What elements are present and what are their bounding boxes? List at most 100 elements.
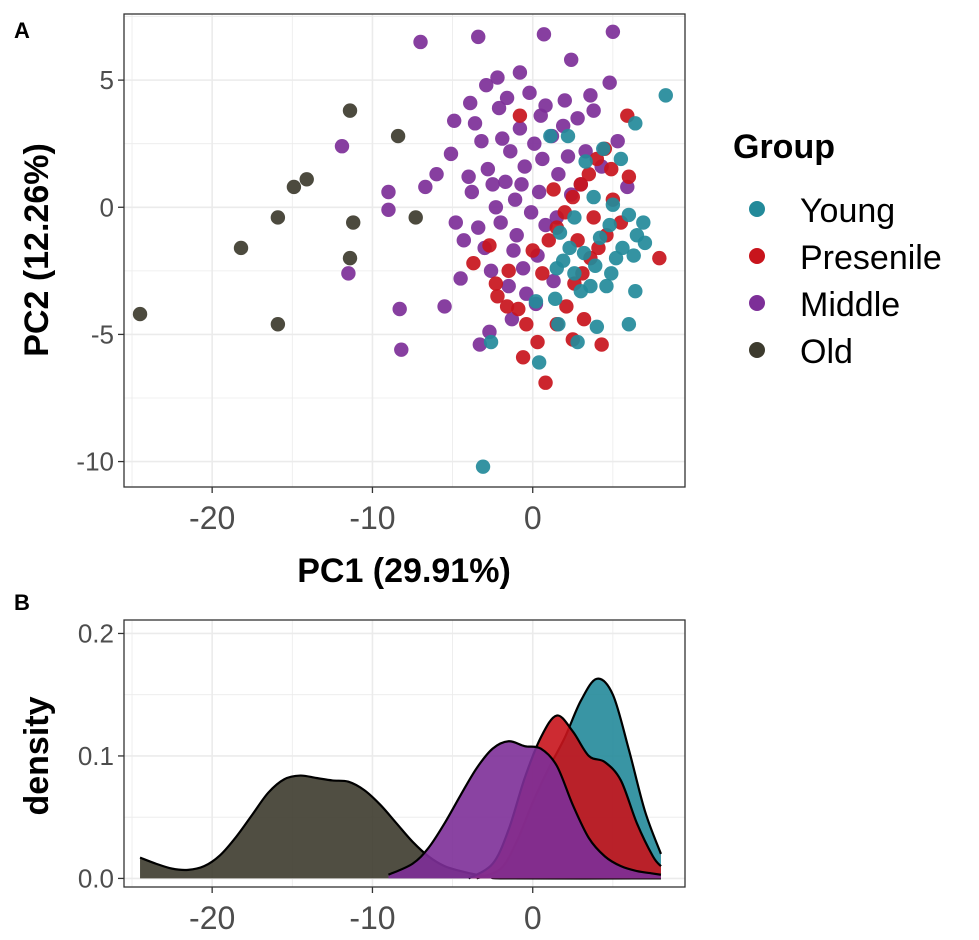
plot-b-ticks: -20 -10 0 0.0 0.1 0.2 (78, 618, 542, 936)
scatter-point-old (299, 172, 314, 187)
scatter-point-middle (538, 217, 553, 233)
scatter-point-middle (490, 70, 505, 85)
scatter-point-old (286, 179, 302, 195)
plot-b-border (123, 619, 686, 888)
scatter-point-middle (479, 78, 494, 93)
scatter-point-young (531, 355, 547, 370)
scatter-point-middle (519, 286, 534, 301)
scatter-point-middle (517, 159, 532, 174)
scatter-point-middle (535, 151, 550, 167)
scatter-point-middle (471, 220, 486, 235)
scatter-point-young (586, 189, 601, 205)
scatter-point-middle (471, 29, 486, 45)
y-tick-label: 0 (100, 192, 114, 222)
x-tick-label: -10 (349, 500, 395, 536)
scatter-point-presenile (581, 167, 597, 182)
scatter-point-young (583, 278, 598, 294)
y-axis-title-b: density (18, 696, 56, 815)
scatter-point-presenile (573, 177, 589, 192)
scatter-point-presenile (466, 256, 481, 271)
scatter-point-presenile (499, 299, 515, 314)
scatter-point-old (270, 210, 286, 225)
x-tick-label: -20 (189, 900, 235, 936)
scatter-point-middle (448, 215, 463, 230)
plot-a-ticks: -20 -10 0 -10 -5 0 5 (76, 65, 541, 536)
panel-a-tag: A (14, 18, 30, 43)
scatter-point-presenile (604, 161, 619, 177)
scatter-point-presenile (488, 276, 504, 291)
scatter-point-old (346, 215, 361, 230)
scatter-point-middle (453, 271, 468, 286)
scatter-point-young (560, 128, 576, 144)
scatter-point-young (629, 228, 645, 243)
scatter-point-middle (392, 301, 407, 317)
scatter-point-presenile (511, 301, 526, 317)
scatter-point-young (528, 294, 544, 309)
scatter-point-presenile (515, 350, 531, 365)
scatter-point-young (475, 459, 491, 474)
scatter-point-presenile (541, 233, 556, 248)
scatter-point-presenile (586, 210, 601, 225)
scatter-point-middle (381, 184, 396, 200)
scatter-point-old (342, 103, 358, 118)
scatter-point-presenile (490, 289, 505, 304)
scatter-point-young (658, 88, 673, 103)
scatter-point-young (592, 230, 608, 245)
x-tick-label: 0 (524, 500, 542, 536)
scatter-point-middle (570, 111, 585, 126)
scatter-point-middle (498, 174, 513, 190)
scatter-point-middle (509, 228, 524, 243)
scatter-point-middle (501, 278, 516, 294)
scatter-point-middle (485, 177, 500, 192)
density-plot: -20 -10 0 0.0 0.1 0.2 (78, 618, 686, 936)
scatter-point-young (578, 154, 593, 169)
scatter-point-middle (610, 133, 625, 149)
scatter-point-presenile (538, 375, 553, 390)
legend-key-old (749, 342, 765, 358)
scatter-point-middle (488, 200, 504, 215)
scatter-point-young (628, 116, 643, 131)
legend-label-middle: Middle (800, 286, 900, 324)
scatter-point-presenile (512, 108, 528, 123)
scatter-point-middle (456, 233, 472, 248)
scatter-point-young (588, 258, 603, 273)
y-axis-title-a: PC2 (12.26%) (18, 143, 56, 357)
scatter-point-presenile (535, 266, 550, 281)
scatter-point-young (570, 334, 585, 350)
scatter-point-young (562, 240, 577, 256)
scatter-point-middle (493, 215, 508, 230)
scatter-point-middle (381, 202, 396, 218)
scatter-point-presenile (546, 182, 561, 197)
scatter-point-young (628, 283, 643, 299)
scatter-point-middle (413, 34, 428, 50)
scatter-point-young (589, 319, 605, 334)
scatter-point-old (408, 210, 423, 225)
scatter-point-middle (602, 75, 617, 90)
scatter-point-young (599, 278, 614, 294)
scatter-point-young (567, 210, 582, 225)
scatter-point-young (543, 128, 558, 144)
y-tick-label: 0.1 (78, 741, 114, 771)
scatter-point-middle (557, 93, 572, 108)
scatter-point-middle (341, 266, 356, 281)
scatter-point-middle (480, 161, 496, 177)
scatter-point-middle (503, 144, 518, 159)
y-tick-label: 0.0 (78, 863, 114, 893)
x-axis-title-a: PC1 (29.91%) (297, 552, 511, 590)
y-tick-label: 5 (100, 65, 114, 95)
scatter-point-middle (563, 52, 579, 67)
scatter-point-middle (578, 144, 593, 159)
scatter-point-young (549, 261, 564, 276)
density-area-old (140, 775, 661, 879)
scatter-point-middle (551, 167, 566, 182)
scatter-point-middle (522, 85, 537, 101)
legend-label-young: Young (800, 192, 895, 230)
pca-scatter-plot: -20 -10 0 -10 -5 0 5 (76, 13, 686, 536)
scatter-point-middle (514, 177, 529, 192)
scatter-point-middle (334, 139, 350, 154)
scatter-point-young (596, 141, 611, 156)
scatter-point-young (552, 225, 568, 240)
scatter-point-presenile (525, 243, 540, 258)
panel-b-tag: B (14, 590, 30, 615)
